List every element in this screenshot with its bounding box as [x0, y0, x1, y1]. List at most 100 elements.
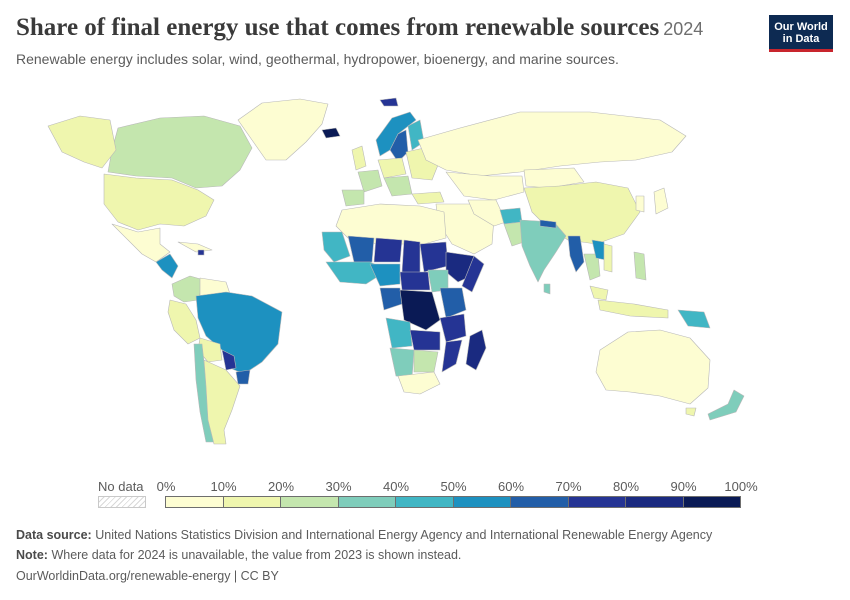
region-sri-lanka	[543, 283, 551, 295]
region-iceland	[321, 127, 341, 139]
region-brazil	[195, 291, 283, 375]
legend-bin-3[interactable]	[337, 496, 396, 508]
legend-bin-8[interactable]	[625, 496, 684, 508]
footer-source: Data source: United Nations Statistics D…	[16, 528, 712, 542]
region-norway	[375, 111, 417, 157]
region-greenland	[237, 98, 329, 161]
owid-logo[interactable]: Our World in Data	[769, 15, 833, 52]
region-usa	[103, 173, 215, 231]
legend-tick-6: 60%	[497, 479, 525, 494]
legend-bin-6[interactable]	[510, 496, 569, 508]
legend-bin-9[interactable]	[682, 496, 741, 508]
region-peru	[167, 299, 201, 345]
region-angola	[385, 317, 413, 349]
legend-tick-4: 40%	[382, 479, 410, 494]
legend-tick-1: 10%	[210, 479, 237, 494]
footer-note-label: Note:	[16, 548, 48, 562]
region-spain	[341, 189, 365, 207]
region-madagascar	[465, 329, 487, 371]
region-india	[519, 219, 567, 283]
legend-bin-2[interactable]	[280, 496, 339, 508]
legend-bin-1[interactable]	[222, 496, 281, 508]
region-namibia	[389, 347, 415, 379]
footer-link[interactable]: OurWorldinData.org/renewable-energy | CC…	[16, 569, 279, 583]
region-car	[399, 271, 431, 291]
region-canada	[107, 115, 253, 189]
legend-no-data-label: No data	[98, 479, 144, 494]
region-mongolia	[523, 167, 585, 189]
region-russia	[417, 111, 687, 177]
chart-title: Share of final energy use that comes fro…	[16, 14, 703, 42]
chart-subtitle: Renewable energy includes solar, wind, g…	[16, 51, 619, 67]
region-japan	[653, 187, 669, 215]
legend-tick-0: 0%	[156, 479, 176, 494]
world-map[interactable]	[0, 80, 850, 470]
region-malaysia	[589, 285, 609, 301]
region-argentina	[203, 359, 241, 445]
footer-source-text: United Nations Statistics Division and I…	[95, 528, 713, 542]
region-thailand	[583, 253, 601, 281]
region-korea	[635, 195, 645, 213]
region-indonesia	[597, 299, 669, 319]
footer-note-text: Where data for 2024 is unavailable, the …	[51, 548, 462, 562]
region-central-america	[155, 253, 179, 279]
region-nigeria	[369, 263, 401, 287]
region-somalia	[461, 255, 485, 293]
legend-tick-3: 30%	[325, 479, 352, 494]
region-iran	[467, 199, 507, 227]
region-philippines	[633, 251, 647, 281]
legend-bin-5[interactable]	[452, 496, 511, 508]
region-mexico	[111, 223, 171, 263]
logo-line-2: in Data	[782, 33, 820, 45]
region-uruguay	[235, 369, 251, 385]
region-balkans	[383, 175, 413, 197]
footer-source-label: Data source:	[16, 528, 92, 542]
region-caribbean	[177, 241, 213, 253]
region-haiti	[197, 249, 205, 256]
legend-bin-0[interactable]	[165, 496, 224, 508]
region-zambia	[409, 329, 441, 351]
region-sudan	[419, 241, 449, 273]
chart-year: 2024	[663, 19, 704, 39]
region-alaska	[47, 115, 117, 169]
legend-color-bins	[165, 496, 741, 508]
region-mozambique	[441, 339, 463, 373]
region-svalbard	[379, 97, 399, 107]
legend-tick-8: 80%	[612, 479, 640, 494]
region-vietnam	[603, 243, 613, 273]
legend-tick-10: 100%	[724, 479, 758, 494]
region-drc	[399, 289, 441, 331]
region-chad	[401, 239, 421, 275]
region-afghanistan	[499, 207, 523, 225]
region-kazakhstan	[445, 171, 525, 201]
region-australia	[595, 329, 711, 405]
legend-tick-9: 90%	[670, 479, 697, 494]
legend-bin-7[interactable]	[567, 496, 626, 508]
region-south-africa	[397, 371, 441, 395]
region-new-zealand	[707, 389, 745, 421]
region-tasmania	[685, 407, 697, 417]
footer-note: Note: Where data for 2024 is unavailable…	[16, 548, 461, 562]
region-paraguay	[221, 349, 237, 371]
legend-bin-4[interactable]	[395, 496, 454, 508]
region-myanmar	[567, 235, 585, 273]
logo-line-1: Our World	[774, 21, 828, 33]
region-uk	[351, 145, 367, 171]
region-papua	[677, 309, 711, 329]
legend-no-data-swatch	[98, 496, 146, 508]
region-north-africa	[335, 203, 447, 245]
region-east-africa	[439, 287, 467, 319]
legend-tick-7: 70%	[555, 479, 582, 494]
region-nepal	[539, 219, 557, 229]
legend-tick-2: 20%	[267, 479, 295, 494]
region-mali	[347, 235, 375, 263]
legend-tick-5: 50%	[440, 479, 467, 494]
chart-title-text: Share of final energy use that comes fro…	[16, 14, 660, 41]
region-botswana	[413, 349, 439, 373]
region-central-europe	[377, 157, 407, 179]
region-france	[357, 169, 383, 193]
region-west-africa-coast	[321, 231, 351, 263]
region-gabon	[379, 287, 403, 311]
legend: No data 0% 10% 20% 30% 40% 50% 60% 70% 80% 90% 100…	[0, 472, 850, 512]
region-niger	[373, 237, 403, 263]
